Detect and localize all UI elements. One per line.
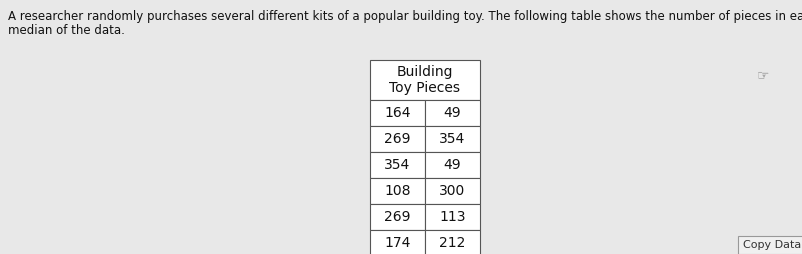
Text: 49: 49 [444, 106, 460, 120]
Bar [370, 100, 424, 126]
Text: 212: 212 [439, 236, 465, 250]
Text: 174: 174 [384, 236, 410, 250]
Bar [370, 178, 424, 204]
Text: 269: 269 [384, 210, 411, 224]
Bar [370, 60, 480, 100]
Bar [370, 126, 424, 152]
Text: 354: 354 [384, 158, 410, 172]
Bar [424, 126, 480, 152]
Text: 354: 354 [439, 132, 465, 146]
Bar [370, 230, 424, 254]
Bar [424, 152, 480, 178]
Text: 164: 164 [384, 106, 411, 120]
Text: 300: 300 [439, 184, 465, 198]
Bar [424, 204, 480, 230]
Text: 269: 269 [384, 132, 411, 146]
Text: Building
Toy Pieces: Building Toy Pieces [389, 65, 460, 95]
Bar [370, 152, 424, 178]
Text: 49: 49 [444, 158, 460, 172]
Bar [424, 178, 480, 204]
Text: Copy Data: Copy Data [742, 240, 800, 250]
Text: ☞: ☞ [755, 68, 768, 82]
Text: median of the data.: median of the data. [8, 24, 125, 37]
Bar [424, 230, 480, 254]
Text: A researcher randomly purchases several different kits of a popular building toy: A researcher randomly purchases several … [8, 10, 802, 23]
Text: 113: 113 [439, 210, 465, 224]
Text: 108: 108 [384, 184, 411, 198]
Bar [370, 204, 424, 230]
Bar [424, 100, 480, 126]
